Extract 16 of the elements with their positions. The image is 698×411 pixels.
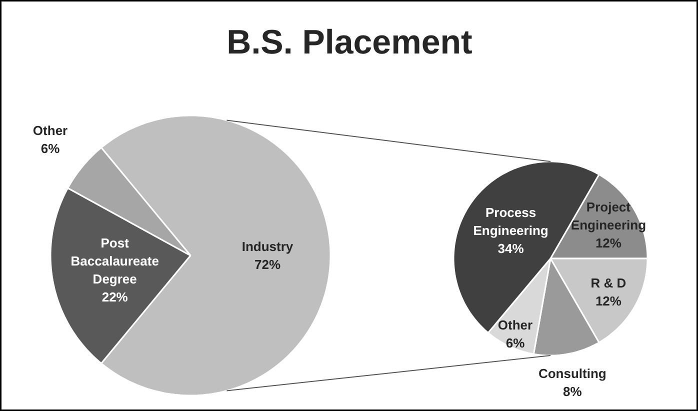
data-label: 72% [254,257,281,272]
slice-label: Process Engineering [473,205,548,238]
chart-title: B.S. Placement [226,24,472,62]
data-label: 6% [40,140,60,156]
data-label: 34% [498,241,524,256]
data-label: 22% [102,289,128,304]
data-label: 6% [506,336,526,351]
data-label: 12% [595,293,622,308]
slice-label: Post Baccalaureate Degree [70,235,159,286]
slice-label: Other [498,318,533,333]
slice-label: Consulting [538,366,606,382]
slice-label: Industry [242,239,294,254]
slice-label: Other [32,122,68,138]
data-label: 8% [563,384,582,400]
data-label: 12% [595,236,622,251]
slice-label: R & D [590,275,626,290]
